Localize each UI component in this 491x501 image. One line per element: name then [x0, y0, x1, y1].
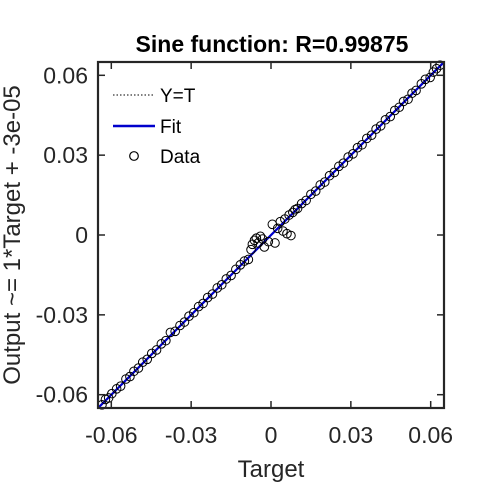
fit-lines: [97, 61, 445, 409]
data-point: [310, 186, 321, 196]
legend-label: Y=T: [160, 86, 196, 107]
data-point: [270, 238, 280, 248]
data-point: [151, 345, 162, 355]
x-axis-title: Target: [238, 456, 305, 483]
data-point: [286, 230, 296, 241]
y-tick-label: 0: [75, 222, 88, 248]
data-point: [329, 167, 340, 178]
x-tick-label: 0: [265, 422, 278, 448]
data-point: [275, 216, 286, 227]
legend: Y=T Fit Data: [113, 86, 201, 168]
y-tick-label: -0.06: [36, 382, 88, 408]
data-point: [431, 63, 442, 74]
data-point: [301, 195, 311, 206]
data-point: [272, 223, 283, 234]
data-point: [115, 381, 126, 391]
fit-line: [97, 61, 445, 409]
x-tick-label: 0.03: [328, 422, 373, 448]
data-point: [362, 133, 372, 144]
legend-label: Data: [160, 147, 201, 168]
legend-swatch-data: [129, 151, 139, 161]
data-point: [306, 189, 316, 200]
data-point: [239, 256, 250, 266]
data-point: [263, 236, 274, 247]
data-point: [338, 158, 349, 168]
data-point: [348, 149, 358, 159]
data-point: [411, 85, 421, 96]
data-point: [184, 311, 194, 321]
axis-ticks: [98, 62, 444, 408]
data-point: [428, 67, 439, 77]
data-point: [375, 121, 386, 131]
y-tick-labels: -0.06 -0.03 0 0.03 0.06: [36, 62, 88, 407]
data-point: [398, 96, 409, 107]
data-point: [343, 152, 353, 162]
data-point: [170, 326, 180, 337]
data-point: [189, 307, 199, 318]
data-point: [385, 111, 396, 122]
data-point: [357, 139, 367, 150]
data-point: [207, 289, 218, 299]
data-point: [202, 292, 213, 303]
data-point: [319, 177, 330, 187]
y-tick-label: -0.03: [36, 302, 88, 328]
data-point: [243, 254, 254, 265]
data-point: [380, 114, 391, 125]
data-point: [221, 274, 232, 284]
data-point: [226, 270, 236, 281]
data-point: [420, 74, 431, 85]
data-point: [425, 72, 435, 83]
x-tick-labels: -0.06 -0.03 0 0.03 0.06: [85, 422, 453, 448]
data-point: [255, 231, 266, 242]
legend-label: Fit: [160, 117, 182, 138]
data-point: [107, 388, 117, 399]
x-tick-label: -0.06: [85, 422, 137, 448]
data-point: [290, 204, 300, 215]
y-axis-title: Output ~= 1*Target + -3e-05: [0, 85, 26, 385]
y-tick-label: 0.03: [43, 142, 88, 168]
data-point: [165, 327, 176, 338]
x-tick-label: 0.06: [408, 422, 453, 448]
data-point: [146, 348, 157, 359]
data-point: [366, 130, 377, 140]
x-tick-label: -0.03: [165, 422, 217, 448]
data-point: [324, 170, 335, 181]
chart-title: Sine function: R=0.99875: [136, 31, 409, 57]
y-tick-label: 0.06: [43, 62, 88, 88]
plot-area: [96, 60, 446, 410]
data-point: [161, 335, 171, 346]
data-point: [246, 244, 256, 255]
